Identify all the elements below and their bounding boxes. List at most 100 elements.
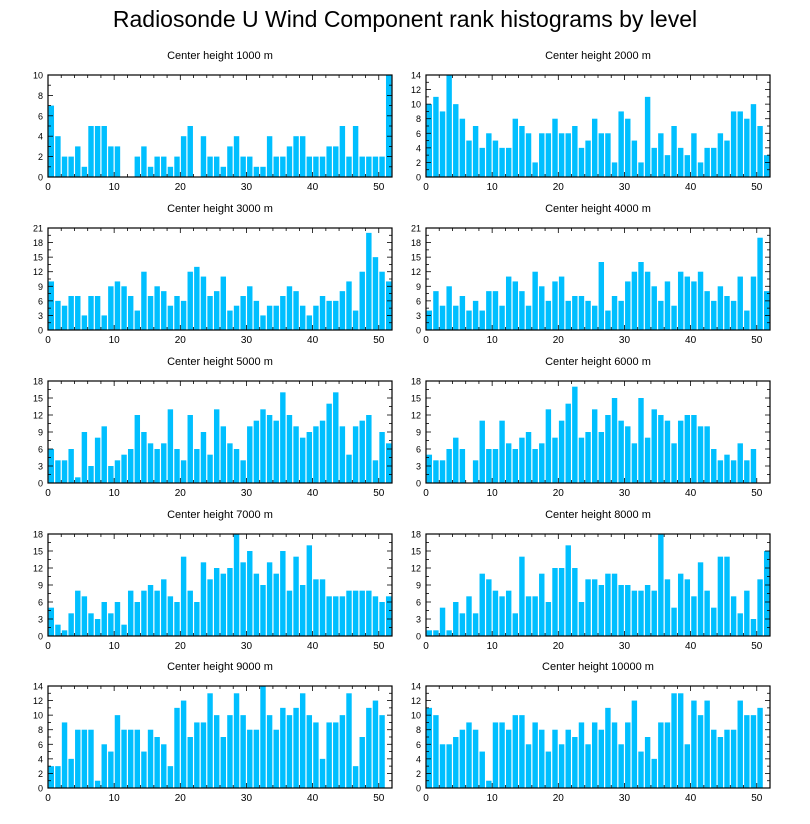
panel-5-bar — [121, 454, 127, 483]
panel-8-bar — [677, 573, 684, 636]
panel-9-bar — [352, 766, 359, 788]
panel-10-ytick-label: 6 — [416, 740, 421, 750]
panel-8-bar — [525, 596, 532, 636]
panel-1-ytick-label: 0 — [38, 173, 43, 183]
panel-1-bar — [306, 156, 313, 177]
panel-1-xtick-label: 0 — [45, 182, 51, 193]
panel-4-bar — [472, 300, 479, 330]
panel-7-bar — [280, 551, 286, 636]
panel-8-bar — [711, 607, 717, 636]
panel-7-ytick-label: 3 — [38, 615, 43, 625]
panel-7-bar — [161, 579, 167, 636]
panel-3-bar — [379, 271, 385, 330]
panel-7-bar — [81, 596, 88, 636]
panel-2-bar — [572, 126, 578, 177]
panel-9-bar — [339, 715, 346, 788]
panel-6-bar — [499, 420, 505, 483]
panel-5-ytick-label: 15 — [33, 394, 43, 404]
panel-7-bar — [207, 579, 213, 636]
panel-3-ytick-label: 21 — [33, 224, 43, 234]
panel-8-bar — [631, 590, 638, 636]
panel-5-bar — [108, 466, 114, 483]
panel-5-bar — [187, 415, 193, 483]
panel-5-bar — [313, 426, 319, 483]
panel-6-bar — [591, 409, 598, 483]
panel-5-bar — [273, 420, 279, 483]
panel-10-bar — [512, 715, 519, 788]
panel-2-bar — [631, 140, 638, 177]
panel-4-bar — [625, 281, 631, 330]
panel-2-ytick-label: 10 — [411, 100, 421, 110]
panel-9-title: Center height 9000 m — [167, 661, 273, 673]
panel-1-bar — [227, 146, 233, 177]
panel-9-ytick-label: 10 — [33, 711, 43, 721]
panel-8-ytick-label: 6 — [416, 598, 421, 608]
panel-10-bar — [459, 729, 466, 788]
panel-6-bar — [525, 432, 532, 483]
panel-9-bar — [227, 715, 233, 788]
panel-7-bar — [48, 607, 55, 636]
panel-3-title: Center height 3000 m — [167, 203, 273, 215]
panel-3-bar — [194, 266, 200, 330]
panel-4-ytick-label: 15 — [411, 253, 421, 263]
panel-2-ytick-label: 2 — [416, 158, 421, 168]
panel-2-xtick-label: 50 — [751, 182, 763, 193]
panel-10-bar — [578, 722, 585, 788]
panel-3-bar — [247, 286, 253, 330]
panel-6-bar — [730, 460, 737, 483]
panel-5-bar — [94, 437, 101, 483]
panel-6-bar — [671, 443, 677, 483]
panel-3-bar — [233, 305, 240, 330]
panel-5-bar — [180, 460, 187, 483]
panel-2-bar — [565, 133, 571, 177]
panel-1-bar — [326, 146, 332, 177]
panel-2-ytick-label: 6 — [416, 129, 421, 139]
panel-3-bar — [134, 310, 141, 330]
panel-1-ytick-label: 2 — [38, 152, 43, 162]
panel-9-bar — [372, 700, 379, 788]
panel-5-bar — [339, 426, 346, 483]
panel-5-bar — [194, 449, 200, 483]
panel-4-bar — [691, 281, 697, 330]
panel-7-bar — [154, 590, 160, 636]
panel-10-bar — [658, 722, 664, 788]
panel-8-bar — [658, 534, 664, 636]
panel-7-bar — [306, 545, 313, 636]
panel-6-ytick-label: 12 — [411, 411, 421, 421]
panel-3-bar — [147, 296, 154, 330]
panel-9-bar — [108, 751, 114, 788]
panel-7-title: Center height 7000 m — [167, 509, 273, 521]
panel-9-xtick-label: 20 — [175, 793, 187, 804]
panel-7-bar — [141, 590, 147, 636]
panel-2-xtick-label: 20 — [553, 182, 565, 193]
panel-2-bar — [539, 133, 545, 177]
panel-2-bar — [664, 155, 671, 177]
panel-4-ytick-label: 9 — [416, 282, 421, 292]
panel-2-bar — [532, 162, 538, 177]
panel-5-bar — [141, 432, 147, 483]
panel-2-bar — [730, 111, 737, 177]
panel-6-ytick-label: 3 — [416, 462, 421, 472]
panel-10-bar — [453, 737, 459, 788]
panel-6-ytick-label: 15 — [411, 394, 421, 404]
panel-4-bar — [505, 276, 512, 330]
panel-2-bar — [433, 96, 439, 177]
panel-7-bar — [233, 534, 240, 636]
panel-7-bar — [94, 619, 101, 636]
panel-6-ytick-label: 9 — [416, 428, 421, 438]
panel-6-bar — [552, 437, 558, 483]
panel-5-bar — [68, 449, 74, 483]
panel-9-ytick-label: 4 — [38, 754, 43, 764]
panel-6-bar — [472, 460, 479, 483]
panel-6-bar — [631, 443, 638, 483]
panel-10-bar — [717, 737, 724, 788]
panel-6-bar — [638, 398, 644, 483]
panel-2-bar — [439, 111, 446, 177]
panel-2-bar — [558, 133, 565, 177]
panel-5-bar — [167, 409, 174, 483]
panel-3-bar — [240, 296, 246, 330]
panel-1-bar — [260, 166, 266, 177]
panel-5-xtick-label: 20 — [175, 488, 187, 499]
panel-5-bar — [55, 460, 61, 483]
panel-6-bar — [585, 432, 591, 483]
